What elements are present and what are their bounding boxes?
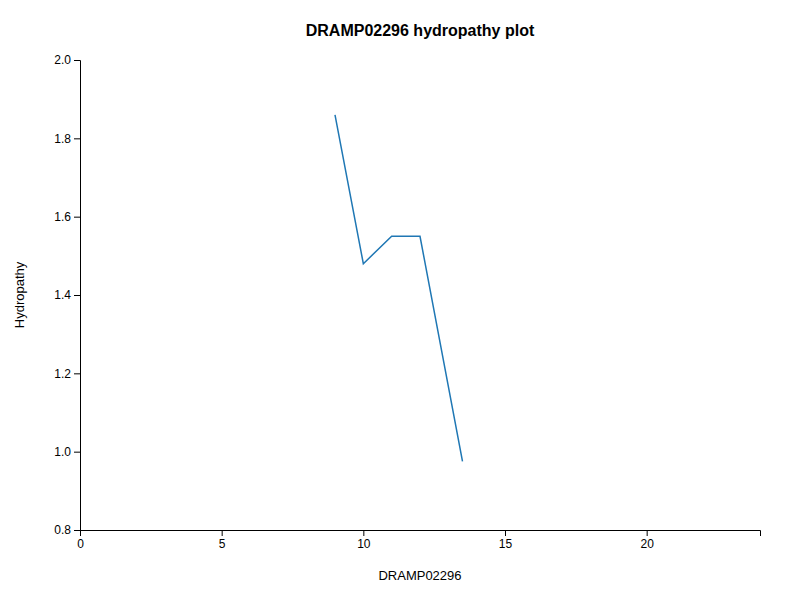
tick-mark [74, 60, 80, 61]
tick: 15 [499, 530, 513, 551]
tick-label: 20 [640, 537, 654, 551]
title: DRAMP02296 hydropathy plot [306, 22, 535, 39]
tick-mark [647, 530, 648, 536]
tick: 10 [357, 530, 371, 551]
tick-label: 10 [357, 537, 371, 551]
tick-label: 1.4 [54, 288, 71, 302]
tick-mark [74, 452, 80, 453]
axis-line [74, 61, 81, 531]
tick-label: 0.8 [54, 523, 71, 537]
tick-label: 1.8 [54, 132, 71, 146]
x-axis-title: DRAMP02296 [378, 568, 461, 583]
x-axis: 0 5 10 15 20 [77, 530, 760, 551]
tick-label: 1.0 [54, 445, 71, 459]
tick: 1.4 [54, 288, 80, 302]
y-axis: 0.8 1.0 1.2 1.4 1.6 1.8 2.0 [54, 53, 80, 537]
tick-mark [363, 530, 364, 536]
tick-label: 1.6 [54, 210, 71, 224]
tick-label: 1.2 [54, 367, 71, 381]
tick-mark [505, 530, 506, 536]
tick-mark [222, 530, 223, 536]
tick: 1.8 [54, 132, 80, 146]
tick-mark [74, 295, 80, 296]
y-axis-title: Hydropathy [12, 261, 27, 328]
tick: 20 [640, 530, 654, 551]
tick-mark [74, 530, 80, 531]
tick: 1.2 [54, 367, 80, 381]
tick: 0 [77, 530, 84, 551]
tick: 2.0 [54, 53, 80, 67]
marks [335, 115, 463, 462]
tick: 5 [219, 530, 226, 551]
line [335, 115, 463, 462]
chart: 0 5 10 15 20 0.8 1.0 1.2 1.4 1.6 1.8 2.0 DRAMP02296 … [0, 0, 800, 600]
tick-label: 2.0 [54, 53, 71, 67]
tick-mark [74, 138, 80, 139]
tick-label: 5 [219, 537, 226, 551]
tick: 1.0 [54, 445, 80, 459]
plot-area: 0 5 10 15 20 0.8 1.0 1.2 1.4 1.6 1.8 2.0 [54, 53, 760, 550]
tick: 0.8 [54, 523, 80, 537]
tick-label: 15 [499, 537, 513, 551]
tick-mark [74, 373, 80, 374]
tick-mark [74, 217, 80, 218]
tick: 1.6 [54, 210, 80, 224]
axis-line [81, 531, 761, 537]
tick-label: 0 [77, 537, 84, 551]
